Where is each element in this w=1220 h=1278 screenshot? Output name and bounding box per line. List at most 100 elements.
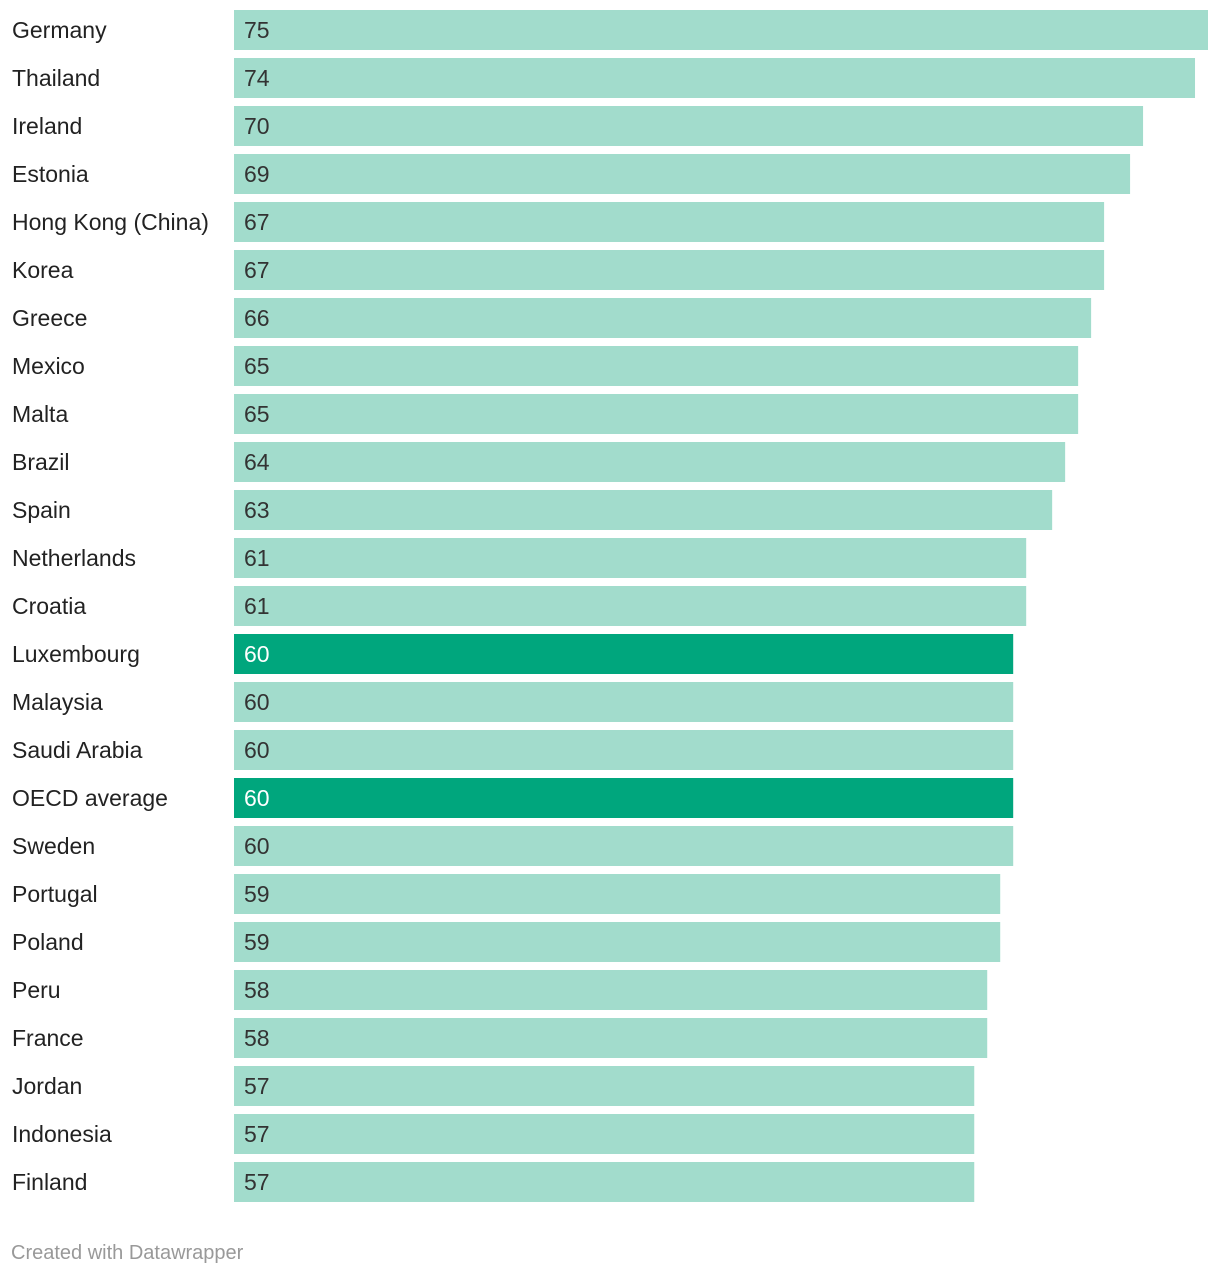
value-label: 65	[244, 401, 270, 427]
bar-row-indonesia: Indonesia 57	[12, 1114, 975, 1154]
value-label: 66	[244, 305, 270, 331]
footer-credit: Created with Datawrapper	[11, 1242, 244, 1264]
bar	[234, 202, 1105, 242]
bar	[234, 346, 1079, 386]
bar	[234, 442, 1066, 482]
bar	[234, 250, 1105, 290]
category-label: Saudi Arabia	[12, 737, 143, 763]
bar-row-greece: Greece 66	[12, 298, 1092, 338]
category-label: Finland	[12, 1169, 87, 1195]
value-label: 60	[244, 785, 270, 811]
value-label: 57	[244, 1169, 270, 1195]
value-label: 59	[244, 881, 270, 907]
value-label: 67	[244, 257, 270, 283]
category-label: Luxembourg	[12, 641, 140, 667]
bar	[234, 106, 1144, 146]
category-label: France	[12, 1025, 84, 1051]
value-label: 58	[244, 1025, 270, 1051]
value-label: 61	[244, 545, 270, 571]
category-label: Indonesia	[12, 1121, 112, 1147]
value-label: 57	[244, 1121, 270, 1147]
bar-row-portugal: Portugal 59	[12, 874, 1001, 914]
bar	[234, 1114, 975, 1154]
category-label: Thailand	[12, 65, 100, 91]
bar	[234, 10, 1208, 50]
category-label: Sweden	[12, 833, 95, 859]
bar-row-saudi-arabia: Saudi Arabia 60	[12, 730, 1014, 770]
bar	[234, 586, 1027, 626]
value-label: 59	[244, 929, 270, 955]
value-label: 57	[244, 1073, 270, 1099]
value-label: 60	[244, 641, 270, 667]
value-label: 70	[244, 113, 270, 139]
value-label: 67	[244, 209, 270, 235]
bar	[234, 970, 988, 1010]
bar-row-spain: Spain 63	[12, 490, 1053, 530]
category-label: OECD average	[12, 785, 168, 811]
bar	[234, 874, 1001, 914]
value-label: 60	[244, 737, 270, 763]
bar-row-mexico: Mexico 65	[12, 346, 1079, 386]
bar-row-oecd-average: OECD average 60	[12, 778, 1014, 818]
category-label: Netherlands	[12, 545, 136, 571]
bar-chart: Germany 75 Thailand 74 Ireland 70 Estonia 69 Hon…	[12, 10, 1208, 1202]
bar-row-france: France 58	[12, 1018, 988, 1058]
category-label: Korea	[12, 257, 74, 283]
bar	[234, 298, 1092, 338]
category-label: Spain	[12, 497, 71, 523]
value-label: 69	[244, 161, 270, 187]
bar	[234, 1018, 988, 1058]
category-label: Germany	[12, 17, 107, 43]
bar	[234, 538, 1027, 578]
bar-row-estonia: Estonia 69	[12, 154, 1131, 194]
bar-row-poland: Poland 59	[12, 922, 1001, 962]
bar-row-peru: Peru 58	[12, 970, 988, 1010]
bar-row-ireland: Ireland 70	[12, 106, 1144, 146]
category-label: Brazil	[12, 449, 70, 475]
category-label: Malaysia	[12, 689, 103, 715]
bar	[234, 682, 1014, 722]
value-label: 75	[244, 17, 270, 43]
value-label: 60	[244, 833, 270, 859]
category-label: Ireland	[12, 113, 82, 139]
bar-row-croatia: Croatia 61	[12, 586, 1027, 626]
category-label: Hong Kong (China)	[12, 209, 209, 235]
bar	[234, 58, 1196, 98]
value-label: 63	[244, 497, 270, 523]
bar	[234, 154, 1131, 194]
bar	[234, 1162, 975, 1202]
bar-row-germany: Germany 75	[12, 10, 1208, 50]
value-label: 61	[244, 593, 270, 619]
bar	[234, 490, 1053, 530]
category-label: Mexico	[12, 353, 85, 379]
bar-row-finland: Finland 57	[12, 1162, 975, 1202]
bar	[234, 634, 1014, 674]
bar-row-luxembourg: Luxembourg 60	[12, 634, 1014, 674]
value-label: 64	[244, 449, 270, 475]
bar	[234, 826, 1014, 866]
bar-row-thailand: Thailand 74	[12, 58, 1196, 98]
category-label: Jordan	[12, 1073, 82, 1099]
category-label: Peru	[12, 977, 61, 1003]
category-label: Portugal	[12, 881, 98, 907]
bar-row-netherlands: Netherlands 61	[12, 538, 1027, 578]
bar-row-malaysia: Malaysia 60	[12, 682, 1014, 722]
bar-row-jordan: Jordan 57	[12, 1066, 975, 1106]
value-label: 58	[244, 977, 270, 1003]
category-label: Estonia	[12, 161, 89, 187]
category-label: Croatia	[12, 593, 86, 619]
category-label: Malta	[12, 401, 68, 427]
value-label: 60	[244, 689, 270, 715]
bar-row-malta: Malta 65	[12, 394, 1079, 434]
value-label: 74	[244, 65, 270, 91]
bar-row-korea: Korea 67	[12, 250, 1105, 290]
bar-row-brazil: Brazil 64	[12, 442, 1066, 482]
bar	[234, 394, 1079, 434]
bar-row-sweden: Sweden 60	[12, 826, 1014, 866]
value-label: 65	[244, 353, 270, 379]
bar	[234, 1066, 975, 1106]
category-label: Greece	[12, 305, 87, 331]
bar-row-hong-kong-china: Hong Kong (China) 67	[12, 202, 1105, 242]
bar	[234, 778, 1014, 818]
category-label: Poland	[12, 929, 84, 955]
